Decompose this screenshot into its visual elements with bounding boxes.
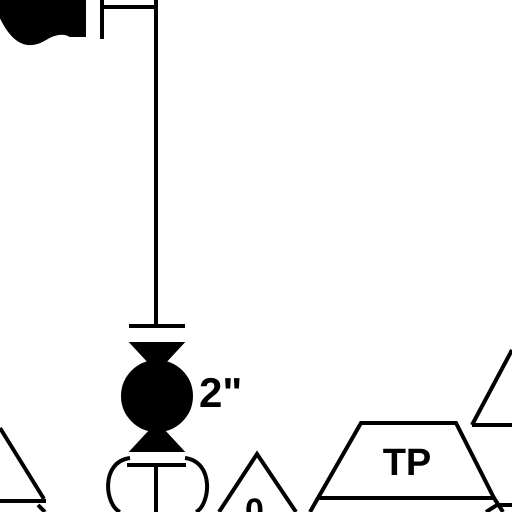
trapezoid-label: TP — [383, 442, 432, 484]
ball-valve — [121, 342, 193, 452]
triangle-center — [217, 450, 298, 514]
t-bar-valve-top — [100, 0, 157, 39]
lower-valve-body — [106, 456, 209, 514]
triangle-left — [0, 426, 47, 514]
partial-glyph: 0 — [245, 492, 264, 512]
valve-size-label: 2" — [199, 369, 242, 416]
triangle-right — [470, 349, 512, 514]
filled-blob-symbol — [0, 0, 86, 45]
